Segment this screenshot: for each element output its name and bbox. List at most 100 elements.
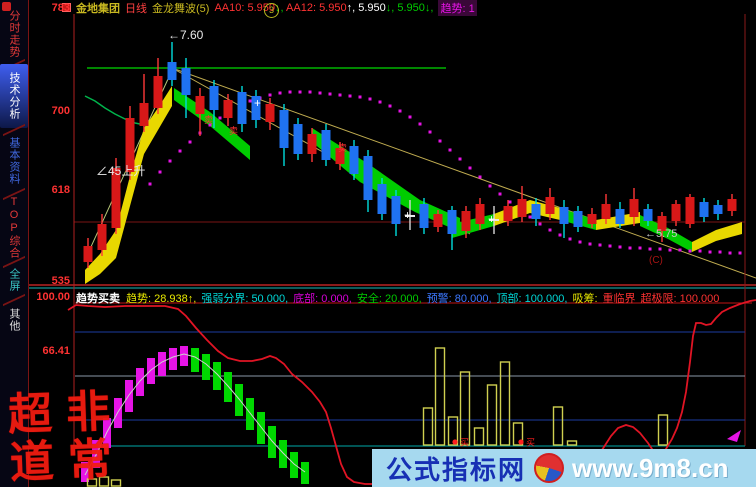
candle-body <box>363 156 373 200</box>
momentum-bar <box>81 462 89 482</box>
sar-dot <box>178 149 182 153</box>
sar-dot <box>318 91 322 95</box>
momentum-bar <box>169 348 177 370</box>
sar-dot <box>378 100 382 104</box>
momentum-bar <box>202 354 210 380</box>
volume-bar <box>499 361 511 446</box>
sar-dot <box>268 93 272 97</box>
sar-dot <box>438 139 442 143</box>
price-axis-label: 783 <box>51 2 70 14</box>
candle-body <box>223 100 233 118</box>
sar-dot <box>718 250 722 254</box>
sar-dot <box>348 94 352 98</box>
candle-body <box>377 184 387 214</box>
watermark-site-name: 公式指标网 <box>386 454 527 485</box>
momentum-bar <box>158 352 166 376</box>
chart-annotation: + <box>488 212 496 226</box>
sar-dot <box>308 90 312 94</box>
sar-dot <box>368 97 372 101</box>
indicator-parameter-1: 趋势: 28.938↑, <box>126 293 197 305</box>
sidebar-item-5[interactable]: 全屏 <box>8 268 20 292</box>
sar-dot <box>288 90 292 94</box>
candle-body <box>209 86 219 110</box>
momentum-bar <box>257 412 265 444</box>
candle-body <box>545 197 555 214</box>
indicator-name: 金龙舞波(5) <box>152 2 210 15</box>
sar-dot <box>538 222 542 226</box>
indicator-value-4: 5.950↓, <box>397 1 434 14</box>
sar-dot <box>498 192 502 196</box>
candle-body <box>391 196 401 224</box>
sar-dot <box>488 184 492 188</box>
indicator-parameter-6: 顶部: 100.000, <box>496 293 568 305</box>
sar-dot <box>468 166 472 170</box>
volume-bar <box>98 476 110 487</box>
sar-dot <box>328 92 332 96</box>
candle-body <box>475 204 485 224</box>
top-bar: 金地集团 日线 金龙舞波(5) AA10: 5.950↓, AA12: 5.95… <box>62 0 477 16</box>
sar-dot <box>598 243 602 247</box>
volume-bar <box>552 406 564 446</box>
price-axis-label: 700 <box>51 105 70 117</box>
sar-dot <box>148 182 152 186</box>
candle-body <box>461 211 471 231</box>
chart-annotation: + <box>404 208 412 222</box>
volume-bar <box>566 440 578 446</box>
trend-band <box>174 88 250 160</box>
trend-band <box>692 222 742 252</box>
chart-annotation: ←5.75 <box>645 228 678 240</box>
sar-dot <box>528 215 532 219</box>
candle-body <box>139 103 149 126</box>
sar-dot <box>188 140 192 144</box>
candle-body <box>307 134 317 154</box>
seal-character: 超 <box>7 389 54 440</box>
volume-bar <box>486 384 498 446</box>
candle-body <box>111 168 121 228</box>
sar-dot <box>708 250 712 254</box>
volume-bar <box>422 407 434 446</box>
momentum-bar <box>235 384 243 416</box>
sidebar-item-1[interactable]: 分时走势 <box>8 10 20 58</box>
sar-dot <box>478 175 482 179</box>
period-label[interactable]: 日线 <box>125 2 147 15</box>
sar-dot <box>668 248 672 252</box>
volume-bar <box>110 479 122 487</box>
candle-body <box>685 197 695 224</box>
candle-body <box>573 211 583 227</box>
momentum-bar <box>213 362 221 390</box>
candle-body <box>517 199 527 217</box>
chart-annotation: + <box>254 96 262 110</box>
buy-signal-label: 买 <box>526 438 535 448</box>
indicator-title[interactable]: 趋势买卖 <box>76 293 120 305</box>
candle-body <box>279 110 289 148</box>
candle-body <box>237 92 247 124</box>
candle-body <box>643 209 653 221</box>
indicator-parameter-5: 预警: 80.000, <box>426 293 492 305</box>
sar-dot <box>448 148 452 152</box>
momentum-bar <box>301 462 309 484</box>
sidebar-item-4[interactable]: TOP综合 <box>8 195 20 259</box>
sidebar-item-6[interactable]: 其他 <box>8 308 20 332</box>
momentum-bar <box>180 346 188 366</box>
sar-dot <box>728 251 732 255</box>
chart-annotation: ∠45上升 <box>96 164 146 178</box>
candle-body <box>419 204 429 228</box>
sar-dot <box>338 93 342 97</box>
watermark-url[interactable]: www.9m8.cn <box>572 452 729 483</box>
ma-line <box>84 95 146 126</box>
sar-dot <box>298 90 302 94</box>
sar-dot <box>428 130 432 134</box>
price-axis-label: 618 <box>51 184 70 196</box>
indicator-value-3: 5.950↓, <box>358 1 398 14</box>
volume-bar <box>512 422 524 446</box>
sar-dot <box>508 200 512 204</box>
momentum-bar <box>290 452 298 478</box>
sidebar-item-3[interactable]: 基本资料 <box>8 137 20 185</box>
sar-dot <box>648 247 652 251</box>
indicator-axis-label: 66.41 <box>42 345 70 357</box>
sar-dot <box>358 95 362 99</box>
sidebar-item-2[interactable]: 技术分析 <box>0 64 28 128</box>
stock-icon <box>62 3 71 12</box>
